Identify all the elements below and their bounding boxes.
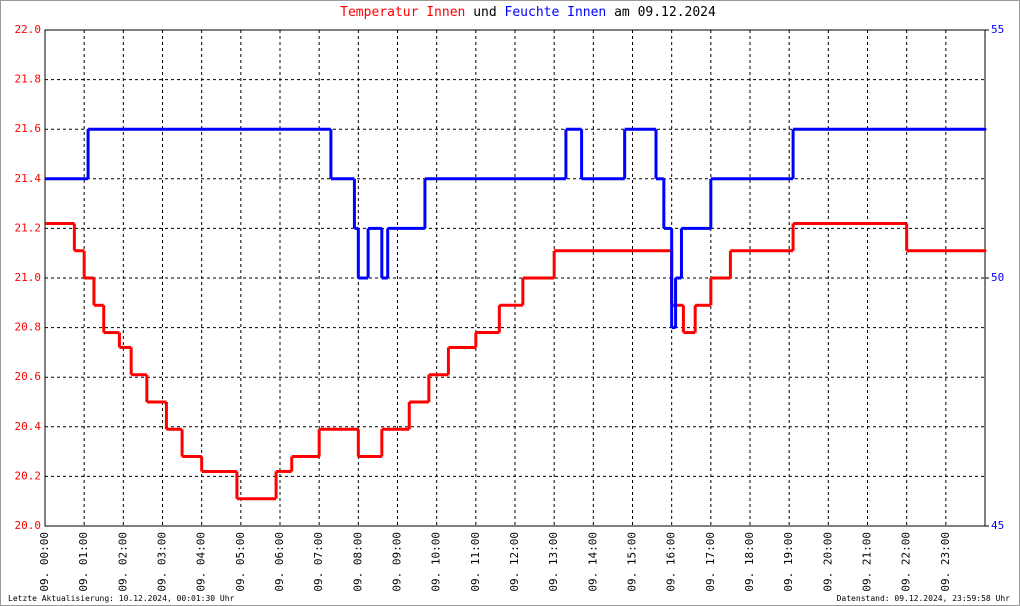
y-tick-label: 21.8 — [15, 73, 42, 86]
y-tick-label: 20.4 — [15, 420, 42, 433]
x-tick-label: 09. 15:00 — [626, 532, 639, 592]
x-tick-label: 09. 10:00 — [430, 532, 443, 592]
x-tick-label: 09. 17:00 — [704, 532, 717, 592]
x-tick-label: 09. 23:00 — [939, 532, 952, 592]
x-tick-label: 09. 16:00 — [665, 532, 678, 592]
y-tick-label: 20.6 — [15, 370, 42, 383]
footer-left: Letzte Aktualisierung: 10.12.2024, 00:01… — [8, 594, 235, 603]
x-tick-label: 09. 09:00 — [391, 532, 404, 592]
x-tick-label: 09. 03:00 — [156, 532, 169, 592]
x-tick-label: 09. 00:00 — [38, 532, 51, 592]
x-tick-label: 09. 04:00 — [195, 532, 208, 592]
y2-tick-label: 55 — [991, 23, 1004, 36]
y-tick-label: 20.8 — [15, 321, 42, 334]
x-tick-label: 09. 20:00 — [821, 532, 834, 592]
title-temp: Temperatur Innen — [340, 5, 465, 20]
y-tick-label: 21.6 — [15, 122, 42, 135]
x-tick-label: 09. 18:00 — [743, 532, 756, 592]
y2-tick-label: 45 — [991, 519, 1004, 532]
y-tick-label: 21.4 — [15, 172, 42, 185]
y-tick-label: 22.0 — [15, 23, 42, 36]
x-tick-label: 09. 05:00 — [234, 532, 247, 592]
x-tick-label: 09. 21:00 — [861, 532, 874, 592]
y2-tick-label: 50 — [991, 271, 1004, 284]
chart-title: Temperatur Innen und Feuchte Innen am 09… — [340, 5, 716, 20]
x-tick-label: 09. 11:00 — [469, 532, 482, 592]
y-tick-label: 20.2 — [15, 469, 42, 482]
x-tick-label: 09. 12:00 — [508, 532, 521, 592]
end-point — [983, 127, 987, 131]
title-and: und — [473, 5, 496, 20]
title-date: am 09.12.2024 — [614, 5, 716, 20]
plot-border — [44, 29, 986, 527]
x-tick-label: 09. 13:00 — [547, 532, 560, 592]
y-tick-label: 21.0 — [15, 271, 42, 284]
end-point — [983, 249, 987, 253]
x-tick-label: 09. 07:00 — [312, 532, 325, 592]
y-tick-label: 20.0 — [15, 519, 42, 532]
footer-right: Datenstand: 09.12.2024, 23:59:58 Uhr — [837, 594, 1011, 603]
x-tick-label: 09. 14:00 — [586, 532, 599, 592]
y-tick-label: 21.2 — [15, 221, 42, 234]
x-tick-label: 09. 19:00 — [782, 532, 795, 592]
x-tick-label: 09. 02:00 — [116, 532, 129, 592]
x-tick-label: 09. 01:00 — [77, 532, 90, 592]
x-tick-label: 09. 08:00 — [351, 532, 364, 592]
x-tick-label: 09. 06:00 — [273, 532, 286, 592]
title-hum: Feuchte Innen — [505, 5, 607, 20]
x-tick-label: 09. 22:00 — [900, 532, 913, 592]
